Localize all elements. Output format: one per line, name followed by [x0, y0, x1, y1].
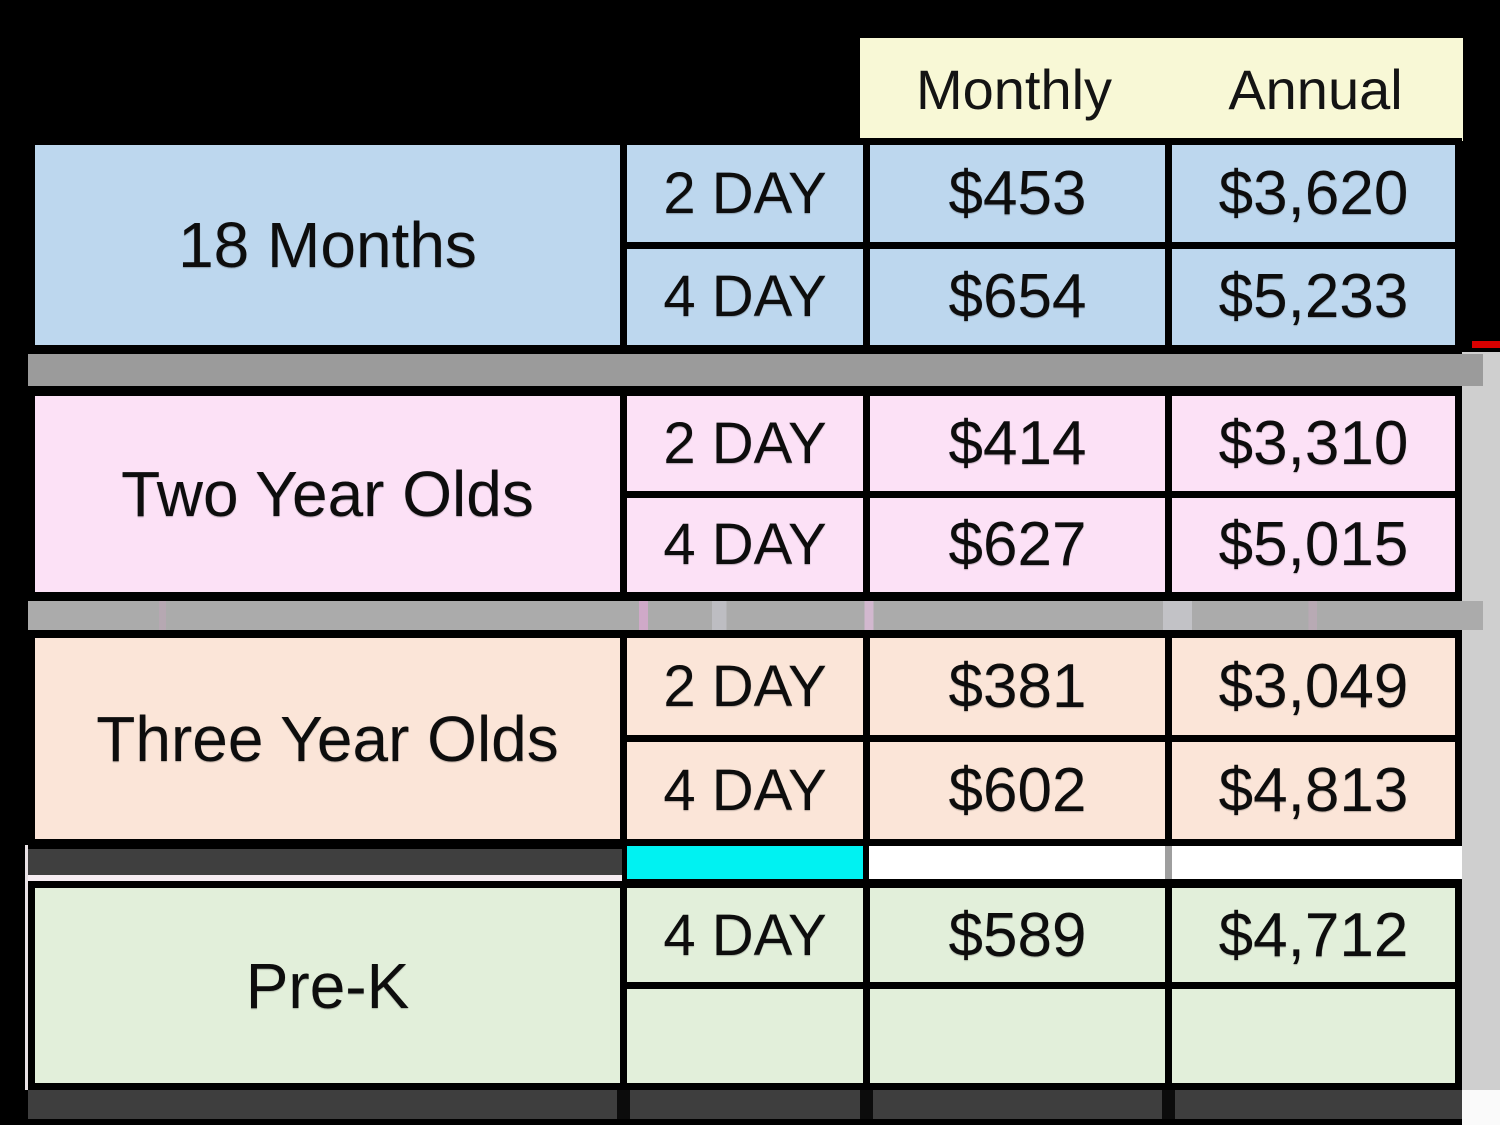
- annual-price-cell: $3,620: [1172, 145, 1455, 242]
- separator-bar-3-dark: [28, 849, 622, 875]
- plan-label: 2 DAY: [663, 654, 827, 719]
- age-group-cell: 18 Months: [35, 145, 620, 345]
- red-edge-mark: [1472, 341, 1500, 348]
- monthly-price: $627: [948, 510, 1087, 580]
- section-two-year-olds: Two Year Olds 2 DAY $414 $3,310 4 DAY $6…: [28, 389, 1462, 599]
- age-group-label: Two Year Olds: [121, 458, 534, 530]
- monthly-price-cell: $414: [870, 396, 1165, 491]
- plan-label: 4 DAY: [663, 512, 827, 578]
- annual-price-cell: $5,015: [1172, 497, 1455, 592]
- section-18-months: 18 Months 2 DAY $453 $3,620 4 DAY $654 $…: [28, 138, 1462, 352]
- annual-price-cell: $5,233: [1172, 248, 1455, 345]
- age-group-cell: Two Year Olds: [35, 396, 620, 592]
- separator-bar-3-whiteline: [28, 875, 622, 881]
- plan-label: 2 DAY: [663, 160, 827, 226]
- separator-bar-3-cyan: [627, 845, 863, 879]
- age-group-label: 18 Months: [178, 209, 477, 281]
- annual-price: $3,620: [1218, 158, 1409, 228]
- price-header: Monthly Annual: [860, 38, 1463, 141]
- plan-cell: 2 DAY: [627, 396, 863, 491]
- monthly-price: $589: [948, 900, 1087, 970]
- annual-price: $5,233: [1218, 262, 1409, 332]
- bottom-reflection-bar: [28, 1090, 1462, 1119]
- right-margin-white: [1462, 1090, 1500, 1125]
- separator-bar-2: [28, 601, 1483, 630]
- separator-bar-3-divider: [1165, 845, 1172, 879]
- monthly-price: $654: [948, 262, 1087, 332]
- plan-cell: 2 DAY: [627, 145, 863, 242]
- annual-price-cell: $4,813: [1172, 742, 1455, 839]
- separator-bar-1: [28, 354, 1483, 386]
- monthly-price-cell: $627: [870, 497, 1165, 592]
- left-edge-line: [25, 845, 28, 1090]
- monthly-price-cell: $589: [870, 888, 1165, 982]
- monthly-price-cell: $453: [870, 145, 1165, 242]
- reflection-gridline: [617, 1090, 630, 1119]
- right-margin-gray: [1462, 352, 1500, 1090]
- monthly-price: $602: [948, 756, 1087, 825]
- section-three-year-olds: Three Year Olds 2 DAY $381 $3,049 4 DAY …: [28, 631, 1462, 846]
- plan-cell: 4 DAY: [627, 248, 863, 345]
- plan-label: 2 DAY: [663, 410, 827, 476]
- plan-cell: 4 DAY: [627, 888, 863, 982]
- age-group-cell: Pre-K: [35, 888, 620, 1083]
- annual-column-header: Annual: [1228, 58, 1403, 121]
- annual-price-cell: $3,049: [1172, 638, 1455, 735]
- monthly-price-cell: $381: [870, 638, 1165, 735]
- annual-price: $5,015: [1218, 510, 1409, 580]
- section-pre-k: Pre-K 4 DAY $589 $4,712: [28, 881, 1462, 1090]
- monthly-price: $381: [948, 652, 1087, 721]
- monthly-price-cell: $602: [870, 742, 1165, 839]
- age-group-label: Pre-K: [245, 949, 410, 1022]
- annual-price-cell-empty: [1172, 989, 1455, 1083]
- annual-price: $3,310: [1218, 408, 1409, 478]
- plan-label: 4 DAY: [663, 758, 827, 823]
- plan-cell: 4 DAY: [627, 497, 863, 592]
- monthly-price-cell-empty: [870, 989, 1165, 1083]
- age-group-cell: Three Year Olds: [35, 638, 620, 839]
- annual-price-cell: $4,712: [1172, 888, 1455, 982]
- plan-cell: 4 DAY: [627, 742, 863, 839]
- plan-label: 4 DAY: [663, 902, 827, 968]
- annual-price-cell: $3,310: [1172, 396, 1455, 491]
- annual-price: $4,712: [1218, 900, 1409, 970]
- monthly-price: $453: [948, 158, 1087, 228]
- annual-price: $3,049: [1218, 652, 1409, 721]
- monthly-column-header: Monthly: [915, 58, 1113, 121]
- reflection-gridline: [1162, 1090, 1175, 1119]
- plan-label: 4 DAY: [663, 264, 827, 330]
- age-group-label: Three Year Olds: [96, 702, 559, 775]
- annual-price: $4,813: [1218, 756, 1409, 825]
- plan-cell: 2 DAY: [627, 638, 863, 735]
- monthly-price-cell: $654: [870, 248, 1165, 345]
- plan-cell-empty: [627, 989, 863, 1083]
- monthly-price: $414: [948, 408, 1087, 478]
- reflection-gridline: [860, 1090, 873, 1119]
